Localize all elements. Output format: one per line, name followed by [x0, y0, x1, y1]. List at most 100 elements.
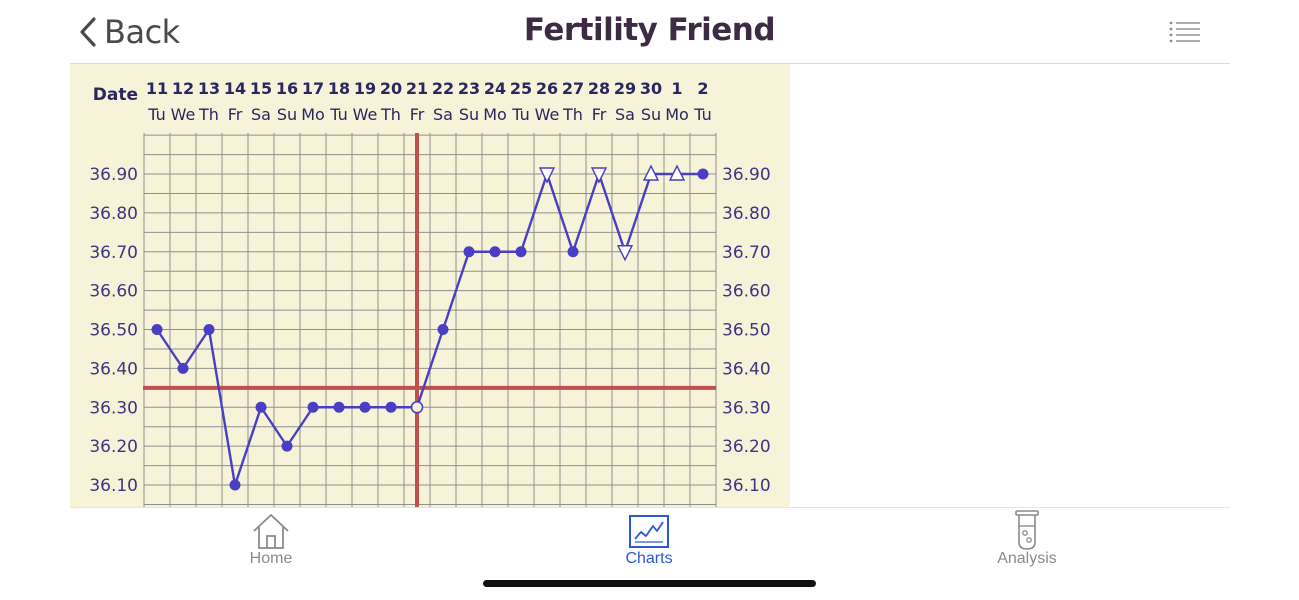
tab-home[interactable]: Home	[171, 508, 371, 567]
weekday-label: Fr	[410, 105, 425, 124]
data-point	[668, 164, 686, 181]
weekday-label: Sa	[433, 105, 453, 124]
weekday-label: Tu	[693, 105, 711, 124]
y-tick-label-left: 36.90	[89, 165, 138, 185]
data-point	[151, 324, 163, 335]
menu-button[interactable]	[1168, 20, 1202, 49]
data-point	[307, 401, 319, 413]
navigation-bar: Back Fertility Friend	[0, 0, 1299, 64]
data-point	[437, 324, 449, 335]
date-label: 12	[172, 79, 194, 98]
date-label: 18	[328, 79, 350, 98]
date-label: 11	[146, 79, 168, 98]
data-point	[489, 246, 501, 258]
data-point	[410, 400, 424, 414]
date-label: 29	[614, 79, 636, 98]
weekday-label: Tu	[329, 105, 347, 124]
chevron-left-icon	[78, 16, 98, 48]
date-label: 19	[354, 79, 376, 98]
tab-home-label: Home	[249, 550, 293, 567]
chart-canvas: 36.90 36.90 36.80 36.80 36.70 36.70 36.60 36.60…	[89, 79, 771, 507]
date-label: 21	[406, 79, 428, 98]
tab-analysis-label: Analysis	[997, 550, 1057, 567]
y-tick-label-left: 36.10	[89, 476, 138, 496]
tab-charts[interactable]: Charts	[549, 508, 749, 567]
y-tick-label-right: 36.50	[722, 321, 771, 341]
weekday-label: Th	[562, 105, 583, 124]
temperature-line	[156, 172, 703, 487]
house-icon	[251, 510, 291, 555]
data-point	[203, 324, 215, 335]
data-point	[515, 246, 527, 258]
weekday-label: We	[353, 105, 378, 124]
data-point	[255, 401, 267, 413]
data-point	[567, 246, 579, 258]
date-label: 27	[562, 79, 584, 98]
y-tick-label-right: 36.30	[722, 398, 771, 418]
date-label: 2	[697, 79, 708, 98]
date-row-label: Date	[93, 85, 138, 105]
nav-divider	[70, 63, 1230, 64]
date-label: 23	[458, 79, 480, 98]
data-point	[642, 164, 660, 181]
y-tick-label-left: 36.80	[89, 204, 138, 224]
weekday-label: Tu	[147, 105, 165, 124]
weekday-label: Mo	[483, 105, 507, 124]
date-label: 14	[224, 79, 246, 98]
weekday-label: Th	[198, 105, 219, 124]
data-point	[385, 401, 397, 413]
y-tick-label-right: 36.20	[722, 437, 771, 457]
y-tick-label-left: 36.60	[89, 282, 138, 302]
date-label: 24	[484, 79, 506, 98]
weekday-label: We	[171, 105, 196, 124]
weekday-label: Sa	[251, 105, 271, 124]
test-tube-icon	[1007, 510, 1047, 555]
data-point	[359, 401, 371, 413]
back-button[interactable]: Back	[78, 12, 180, 52]
tab-analysis[interactable]: Analysis	[927, 508, 1127, 567]
date-label: 25	[510, 79, 532, 98]
data-point	[538, 167, 556, 184]
weekday-label: Su	[277, 105, 297, 124]
weekday-label: Mo	[665, 105, 689, 124]
tab-charts-label: Charts	[625, 550, 673, 567]
y-tick-label-left: 36.70	[89, 243, 138, 263]
weekday-label: Tu	[511, 105, 529, 124]
weekday-label: Su	[459, 105, 479, 124]
y-tick-label-right: 36.70	[722, 243, 771, 263]
list-menu-icon	[1168, 21, 1202, 48]
line-chart-icon	[629, 510, 669, 555]
y-tick-label-left: 36.20	[89, 437, 138, 457]
tab-bar: Home Charts Analysis	[70, 507, 1230, 567]
page-title: Fertility Friend	[523, 12, 776, 48]
y-tick-label-right: 36.60	[722, 282, 771, 302]
y-tick-label-left: 36.50	[89, 321, 138, 341]
data-point	[281, 440, 293, 452]
date-label: 1	[671, 79, 682, 98]
weekday-label: We	[535, 105, 560, 124]
date-label: 16	[276, 79, 298, 98]
y-tick-label-right: 36.10	[722, 476, 771, 496]
weekday-label: Mo	[301, 105, 325, 124]
data-point	[333, 401, 345, 413]
y-tick-label-left: 36.40	[89, 359, 138, 379]
date-label: 30	[640, 79, 662, 98]
y-tick-label-right: 36.90	[722, 165, 771, 185]
date-label: 17	[302, 79, 324, 98]
back-label: Back	[104, 13, 180, 51]
date-label: 13	[198, 79, 220, 98]
y-tick-label-right: 36.40	[722, 359, 771, 379]
weekday-label: Th	[380, 105, 401, 124]
data-point	[590, 167, 608, 184]
y-tick-label-right: 36.80	[722, 204, 771, 224]
data-point	[616, 245, 634, 262]
weekday-label: Fr	[228, 105, 243, 124]
data-point	[177, 362, 189, 374]
weekday-label: Fr	[592, 105, 607, 124]
date-label: 26	[536, 79, 558, 98]
weekday-label: Sa	[615, 105, 635, 124]
home-indicator	[483, 580, 816, 587]
date-label: 28	[588, 79, 610, 98]
data-point	[229, 479, 241, 491]
temperature-chart[interactable]: 36.90 36.90 36.80 36.80 36.70 36.70 36.60 36.60…	[70, 64, 790, 507]
